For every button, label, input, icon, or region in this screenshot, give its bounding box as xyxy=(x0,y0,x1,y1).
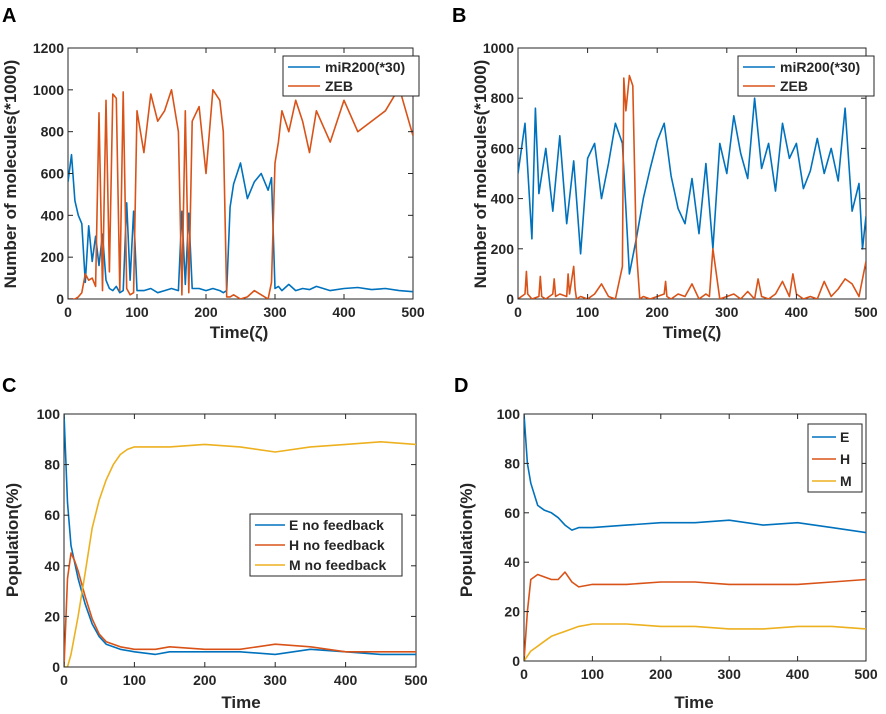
panel-d: D Population(%) Time 0 100 200 300 400 500 0 20… xyxy=(454,375,878,712)
x-tick-label: 400 xyxy=(786,666,810,682)
y-tick-label: 0 xyxy=(52,659,60,675)
series-line-e xyxy=(524,414,866,534)
y-tick-label: 0 xyxy=(56,291,64,307)
panel-letter-d: D xyxy=(454,375,468,397)
series-line-zeb xyxy=(518,74,866,299)
y-tick-label: 600 xyxy=(491,140,515,156)
legend-label-h: H no feedback xyxy=(289,537,385,553)
y-axis-label: Population(%) xyxy=(3,483,22,597)
legend-label-zeb: ZEB xyxy=(780,78,808,94)
series-line-h-no-feedback xyxy=(64,552,416,667)
x-tick-label: 500 xyxy=(854,304,878,320)
legend-label-zeb: ZEB xyxy=(325,78,353,94)
y-tick-label: 1000 xyxy=(483,40,514,56)
x-tick-label: 200 xyxy=(194,304,218,320)
x-axis-label: Time(ζ) xyxy=(663,323,722,342)
x-tick-label: 400 xyxy=(332,304,356,320)
y-tick-label: 600 xyxy=(41,166,65,182)
series-line-m-no-feedback xyxy=(64,440,416,667)
x-tick-label: 400 xyxy=(334,672,358,688)
x-tick-label: 0 xyxy=(64,304,72,320)
legend-label-m: M no feedback xyxy=(289,557,386,573)
series-line-zeb xyxy=(68,86,413,299)
y-tick-label: 40 xyxy=(44,558,60,574)
x-tick-label: 500 xyxy=(404,672,428,688)
y-tick-label: 800 xyxy=(491,90,515,106)
x-tick-label: 500 xyxy=(401,304,425,320)
y-tick-label: 0 xyxy=(506,291,514,307)
y-tick-label: 40 xyxy=(504,554,520,570)
legend-label-mir200: miR200(*30) xyxy=(780,59,860,75)
legend xyxy=(737,55,875,97)
y-tick-label: 60 xyxy=(504,505,520,521)
series-line-h xyxy=(524,571,866,661)
series-line-e-no-feedback xyxy=(64,414,416,656)
y-tick-label: 80 xyxy=(504,455,520,471)
x-tick-label: 300 xyxy=(263,304,287,320)
panel-letter-c: C xyxy=(2,375,16,397)
series-line-m xyxy=(524,623,866,661)
x-tick-label: 0 xyxy=(60,672,68,688)
panel-b: B Number of molecules(*1000) Time(ζ) 0 10… xyxy=(452,5,878,342)
legend-label-mir200: miR200(*30) xyxy=(325,59,405,75)
panel-a: A Number of molecules(*1000) Time(ζ) 0 10… xyxy=(1,5,425,342)
x-tick-label: 300 xyxy=(718,666,742,682)
y-tick-label: 200 xyxy=(41,249,65,265)
y-tick-label: 60 xyxy=(44,507,60,523)
panel-letter-a: A xyxy=(2,5,16,27)
x-tick-label: 200 xyxy=(646,304,670,320)
series-line-mir200-30 xyxy=(518,97,866,275)
y-axis-label: Number of molecules(*1000) xyxy=(1,60,20,289)
x-tick-label: 300 xyxy=(715,304,739,320)
x-tick-label: 100 xyxy=(123,672,147,688)
x-axis-label: Time xyxy=(221,693,260,712)
panel-c: C Population(%) Time 0 100 200 300 400 500 0 20… xyxy=(2,375,428,712)
legend-label-e: E no feedback xyxy=(289,517,384,533)
x-tick-label: 100 xyxy=(125,304,149,320)
y-tick-label: 0 xyxy=(512,653,520,669)
x-tick-label: 500 xyxy=(854,666,878,682)
x-axis-label: Time(ζ) xyxy=(210,323,269,342)
y-tick-label: 1000 xyxy=(33,82,64,98)
legend xyxy=(282,55,420,97)
x-tick-label: 0 xyxy=(514,304,522,320)
x-tick-label: 300 xyxy=(264,672,288,688)
legend-label-h: H xyxy=(840,451,850,467)
y-axis-label: Number of molecules(*1000) xyxy=(471,60,490,289)
x-tick-label: 100 xyxy=(581,666,605,682)
x-tick-label: 0 xyxy=(520,666,528,682)
x-tick-label: 200 xyxy=(649,666,673,682)
y-tick-label: 1200 xyxy=(33,40,64,56)
y-tick-label: 400 xyxy=(41,207,65,223)
panel-letter-b: B xyxy=(452,5,466,27)
plot-area: 0 100 200 300 400 500 0 20 40 60 80 100 xyxy=(37,406,428,688)
x-axis-label: Time xyxy=(674,693,713,712)
x-tick-label: 400 xyxy=(785,304,809,320)
y-tick-label: 200 xyxy=(491,241,515,257)
y-tick-label: 20 xyxy=(44,608,60,624)
legend-label-e: E xyxy=(840,429,849,445)
y-tick-label: 100 xyxy=(37,406,61,422)
x-tick-label: 200 xyxy=(193,672,217,688)
y-tick-label: 400 xyxy=(491,191,515,207)
legend-label-m: M xyxy=(840,473,852,489)
y-tick-label: 100 xyxy=(497,406,521,422)
y-axis-label: Population(%) xyxy=(457,483,476,597)
y-tick-label: 20 xyxy=(504,604,520,620)
y-tick-label: 80 xyxy=(44,457,60,473)
y-tick-label: 800 xyxy=(41,124,65,140)
x-tick-label: 100 xyxy=(576,304,600,320)
